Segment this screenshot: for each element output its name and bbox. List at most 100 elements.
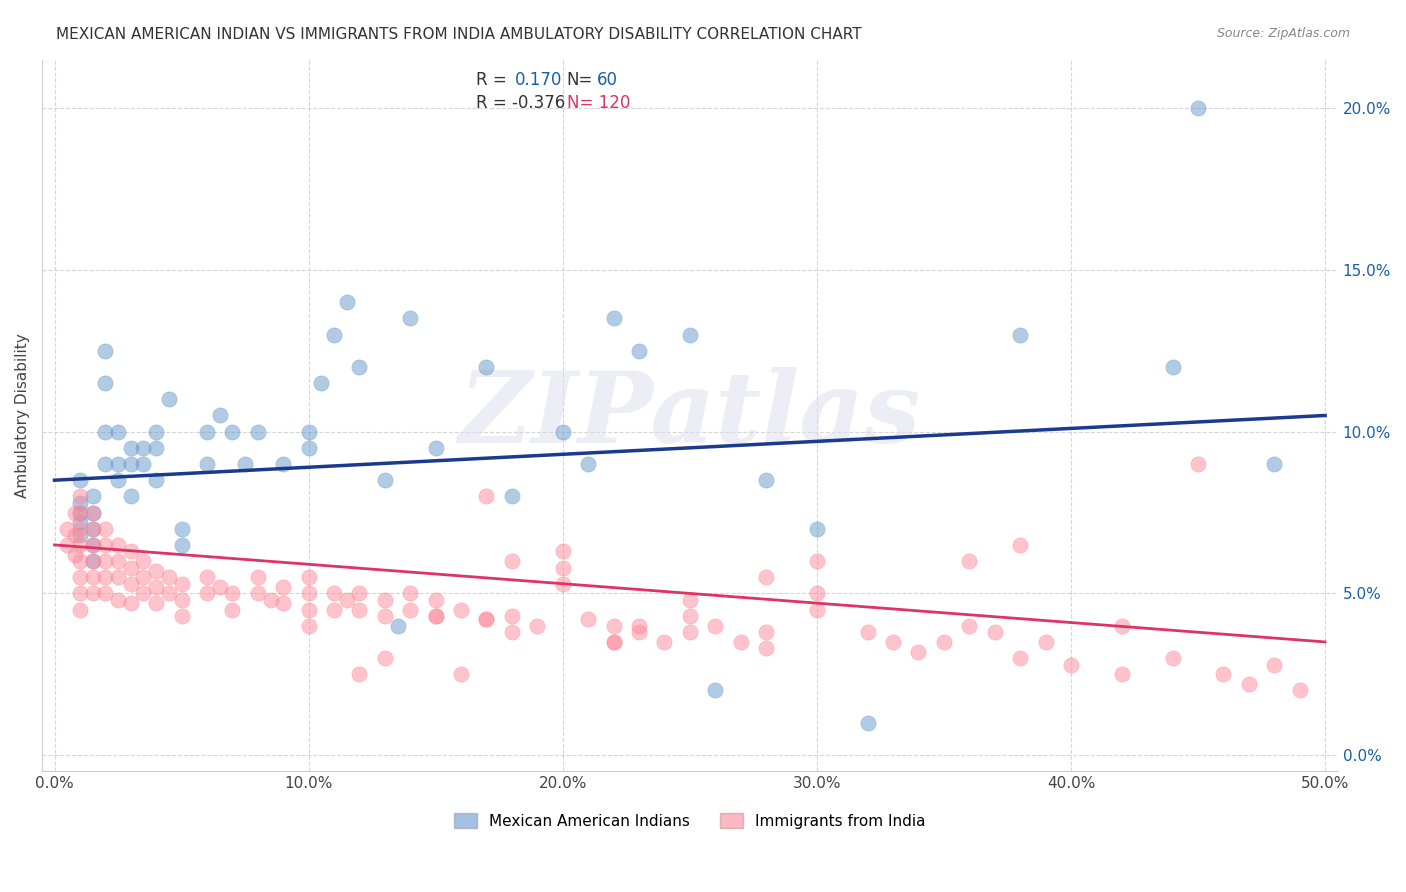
Point bbox=[120, 576, 142, 591]
Point bbox=[107, 457, 129, 471]
Point bbox=[374, 593, 396, 607]
Point bbox=[246, 570, 269, 584]
Point bbox=[856, 715, 879, 730]
Point bbox=[120, 457, 142, 471]
Text: ZIPatlas: ZIPatlas bbox=[458, 368, 921, 464]
Legend: Mexican American Indians, Immigrants from India: Mexican American Indians, Immigrants fro… bbox=[447, 806, 932, 835]
Point bbox=[94, 425, 117, 439]
Point bbox=[679, 609, 702, 624]
Point bbox=[336, 593, 359, 607]
Point bbox=[1111, 619, 1133, 633]
Point bbox=[69, 602, 91, 616]
Point bbox=[259, 593, 281, 607]
Point bbox=[271, 596, 294, 610]
Point bbox=[551, 576, 574, 591]
Point bbox=[271, 580, 294, 594]
Point bbox=[221, 425, 243, 439]
Point bbox=[475, 489, 498, 503]
Point bbox=[298, 619, 321, 633]
Point bbox=[170, 593, 193, 607]
Point bbox=[957, 554, 980, 568]
Point bbox=[323, 327, 346, 342]
Point bbox=[501, 625, 523, 640]
Point bbox=[311, 376, 333, 391]
Point bbox=[1111, 667, 1133, 681]
Point bbox=[425, 609, 447, 624]
Point bbox=[907, 645, 929, 659]
Point bbox=[94, 376, 117, 391]
Y-axis label: Ambulatory Disability: Ambulatory Disability bbox=[15, 333, 30, 498]
Point bbox=[107, 425, 129, 439]
Point bbox=[145, 441, 167, 455]
Point bbox=[806, 602, 828, 616]
Point bbox=[957, 619, 980, 633]
Point bbox=[551, 425, 574, 439]
Point bbox=[1263, 657, 1285, 672]
Point bbox=[120, 544, 142, 558]
Point bbox=[195, 457, 218, 471]
Point bbox=[56, 522, 79, 536]
Point bbox=[208, 580, 231, 594]
Point bbox=[69, 538, 91, 552]
Point bbox=[501, 609, 523, 624]
Point bbox=[69, 515, 91, 529]
Point bbox=[1161, 651, 1184, 665]
Point bbox=[983, 625, 1005, 640]
Point bbox=[132, 570, 155, 584]
Point bbox=[1288, 683, 1310, 698]
Point bbox=[501, 554, 523, 568]
Point bbox=[82, 506, 104, 520]
Point bbox=[856, 625, 879, 640]
Point bbox=[730, 635, 752, 649]
Point bbox=[1161, 359, 1184, 374]
Point bbox=[94, 343, 117, 358]
Point bbox=[246, 425, 269, 439]
Text: N= 120: N= 120 bbox=[567, 94, 630, 112]
Point bbox=[806, 522, 828, 536]
Point bbox=[82, 506, 104, 520]
Point bbox=[157, 570, 180, 584]
Point bbox=[82, 522, 104, 536]
Point bbox=[107, 593, 129, 607]
Point bbox=[374, 609, 396, 624]
Point bbox=[69, 522, 91, 536]
Point bbox=[425, 609, 447, 624]
Point bbox=[63, 548, 86, 562]
Point bbox=[450, 602, 472, 616]
Point bbox=[132, 554, 155, 568]
Point bbox=[323, 602, 346, 616]
Point bbox=[425, 593, 447, 607]
Point bbox=[94, 538, 117, 552]
Point bbox=[627, 619, 650, 633]
Point bbox=[69, 473, 91, 487]
Point bbox=[82, 570, 104, 584]
Point bbox=[157, 586, 180, 600]
Point bbox=[157, 392, 180, 407]
Point bbox=[882, 635, 904, 649]
Point bbox=[1187, 101, 1209, 115]
Point bbox=[221, 586, 243, 600]
Point bbox=[349, 359, 371, 374]
Point bbox=[679, 625, 702, 640]
Point bbox=[298, 586, 321, 600]
Point bbox=[1010, 538, 1032, 552]
Point bbox=[551, 560, 574, 574]
Point bbox=[132, 586, 155, 600]
Point bbox=[94, 570, 117, 584]
Point bbox=[63, 528, 86, 542]
Point bbox=[806, 586, 828, 600]
Point bbox=[82, 489, 104, 503]
Point bbox=[208, 409, 231, 423]
Point bbox=[82, 522, 104, 536]
Point bbox=[120, 560, 142, 574]
Point bbox=[69, 554, 91, 568]
Point bbox=[69, 506, 91, 520]
Point bbox=[387, 619, 409, 633]
Point bbox=[704, 619, 727, 633]
Point bbox=[323, 586, 346, 600]
Point bbox=[82, 554, 104, 568]
Point bbox=[1263, 457, 1285, 471]
Point bbox=[399, 311, 422, 326]
Point bbox=[349, 667, 371, 681]
Point bbox=[107, 554, 129, 568]
